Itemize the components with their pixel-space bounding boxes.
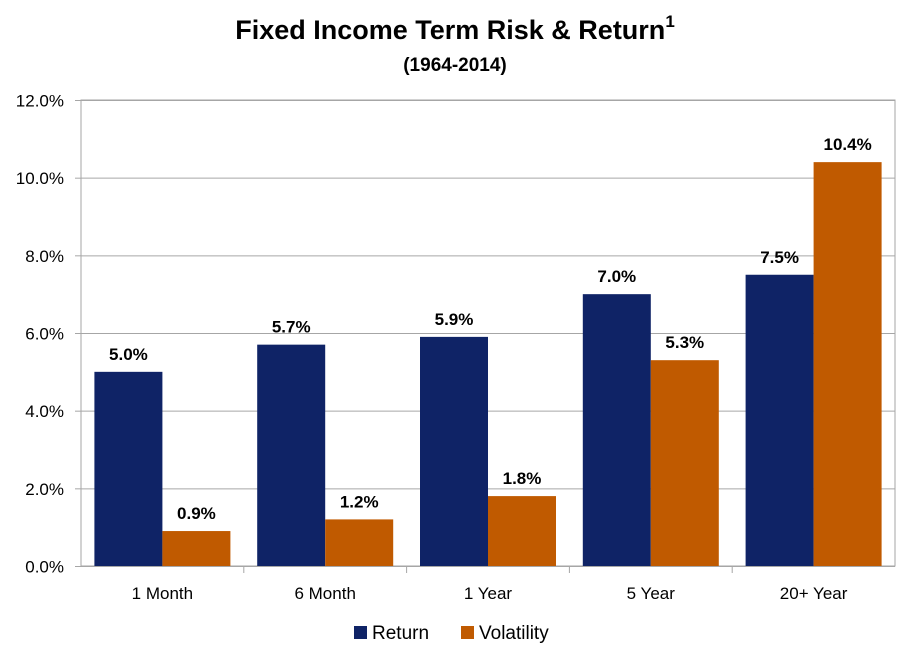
- return-bar: [420, 336, 488, 566]
- volatility-bar: [650, 360, 719, 566]
- legend-label: Return: [372, 623, 429, 644]
- y-tick-label: 0.0%: [25, 558, 64, 577]
- chart-subtitle: (1964-2014): [403, 55, 507, 76]
- volatility-bar: [488, 496, 556, 566]
- legend-swatch-return: [354, 626, 367, 639]
- y-tick-label: 8.0%: [25, 247, 64, 266]
- x-tick-label: 1 Year: [464, 584, 513, 603]
- return-bar: [94, 371, 163, 566]
- y-tick-label: 2.0%: [25, 480, 64, 499]
- volatility-bar: [162, 531, 231, 566]
- return-bar: [257, 344, 326, 566]
- volatility-bar: [325, 519, 394, 566]
- data-label: 7.5%: [760, 248, 799, 267]
- data-label: 0.9%: [177, 504, 216, 523]
- data-label: 7.0%: [597, 267, 636, 286]
- legend-swatch-volatility: [461, 626, 474, 639]
- y-tick-label: 10.0%: [16, 169, 64, 188]
- return-bar: [582, 294, 651, 566]
- data-label: 5.0%: [109, 345, 148, 364]
- data-label: 5.7%: [272, 318, 311, 337]
- y-tick-label: 4.0%: [25, 402, 64, 421]
- x-tick-label: 6 Month: [294, 584, 355, 603]
- x-tick-label: 20+ Year: [780, 584, 848, 603]
- data-label: 5.9%: [435, 310, 474, 329]
- data-label: 5.3%: [665, 333, 704, 352]
- return-bar: [745, 274, 814, 566]
- y-tick-label: 12.0%: [16, 92, 64, 111]
- data-label: 1.2%: [340, 492, 379, 511]
- x-tick-label: 5 Year: [627, 584, 676, 603]
- chart-title-text: Fixed Income Term Risk & Return: [235, 15, 666, 45]
- x-tick-label: 1 Month: [132, 584, 193, 603]
- data-label: 10.4%: [823, 135, 871, 154]
- legend-label: Volatility: [479, 623, 549, 644]
- chart-title: Fixed Income Term Risk & Return1: [0, 12, 910, 46]
- volatility-bar: [813, 162, 882, 566]
- data-label: 1.8%: [503, 469, 542, 488]
- y-tick-label: 6.0%: [25, 325, 64, 344]
- chart-title-footnote-marker: 1: [665, 12, 675, 31]
